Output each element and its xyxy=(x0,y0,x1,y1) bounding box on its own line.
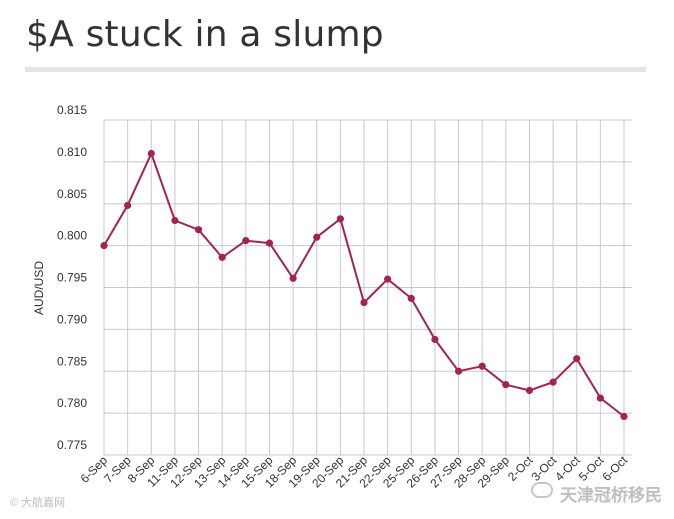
data-point xyxy=(525,386,534,395)
y-tick-label: 0.785 xyxy=(57,354,87,368)
data-point xyxy=(478,362,486,370)
data-point xyxy=(289,274,297,282)
y-tick-label: 0.800 xyxy=(57,229,87,243)
chat-bubble-icon xyxy=(531,482,553,498)
data-point xyxy=(596,394,604,402)
x-tick-label: 3-Oct xyxy=(529,453,560,484)
data-point xyxy=(384,275,392,283)
data-point xyxy=(454,367,463,375)
chart-title: $A stuck in a slump xyxy=(26,14,384,55)
data-point xyxy=(194,226,203,234)
data-point xyxy=(573,355,581,363)
title-divider xyxy=(25,67,646,72)
watermark-left: © 大航嘉网 xyxy=(10,497,66,509)
data-point xyxy=(218,253,226,261)
x-tick-label: 4-Oct xyxy=(552,453,583,484)
y-tick-label: 0.810 xyxy=(57,145,87,159)
y-tick-label: 0.805 xyxy=(57,187,87,201)
x-tick-label: 5-Oct xyxy=(576,453,607,484)
data-point xyxy=(407,294,415,302)
x-tick-label: 6-Oct xyxy=(599,453,630,484)
x-tick-label: 2-Oct xyxy=(505,453,536,484)
y-axis-label: AUD/USD xyxy=(32,261,46,315)
y-tick-label: 0.775 xyxy=(57,438,87,452)
data-point xyxy=(124,201,132,210)
watermark-right: 天津冠桥移民 xyxy=(560,486,662,505)
y-tick-label: 0.780 xyxy=(57,396,87,410)
y-tick-label: 0.795 xyxy=(57,271,87,285)
chart-grid xyxy=(103,119,632,456)
series-line xyxy=(100,149,628,421)
data-point xyxy=(265,239,274,247)
data-point xyxy=(431,335,439,344)
data-point xyxy=(336,215,344,223)
data-point xyxy=(360,298,368,307)
y-tick-label: 0.790 xyxy=(57,312,87,326)
data-point xyxy=(147,149,155,158)
y-tick-labels: 0.815 0.810 0.805 0.800 0.795 0.790 0.785 0.780… xyxy=(57,103,87,452)
data-point xyxy=(502,381,510,389)
y-tick-label: 0.815 xyxy=(57,103,87,117)
data-point xyxy=(100,242,108,250)
data-point xyxy=(242,237,250,245)
data-point xyxy=(171,216,179,225)
data-point xyxy=(620,412,628,421)
data-point xyxy=(313,233,321,241)
data-point xyxy=(549,378,557,386)
